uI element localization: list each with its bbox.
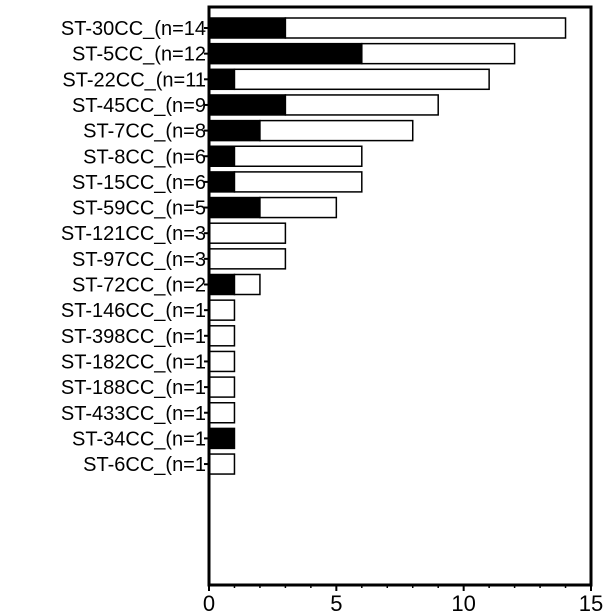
x-tick-label: 10	[451, 591, 475, 616]
category-label: ST-121CC_(n=3	[61, 223, 206, 245]
bar-segment-filled	[208, 145, 236, 167]
bar-segment-filled	[208, 171, 236, 193]
bar-segment-open	[259, 119, 414, 142]
category-label: ST-30CC_(n=14	[61, 18, 206, 40]
x-tick-label: 0	[203, 591, 215, 616]
category-label: ST-146CC_(n=1	[61, 300, 206, 322]
bar-segment-filled	[208, 42, 363, 65]
bar-segment-open	[233, 171, 363, 193]
bar-segment-open	[208, 299, 236, 321]
bar-segment-filled	[208, 17, 287, 39]
category-label: ST-5CC_(n=12	[72, 44, 206, 66]
bar-segment-filled	[208, 196, 261, 219]
bar-segment-open	[259, 196, 338, 219]
x-tick-label: 5	[330, 591, 342, 616]
bar-segment-open	[208, 402, 236, 424]
bar-segment-filled	[208, 68, 236, 91]
bar-segment-open	[233, 145, 363, 167]
category-label: ST-59CC_(n=5	[72, 198, 206, 220]
category-labels: ST-30CC_(n=14 ST-5CC_(n=12 ST-22CC_(n=11 ST…	[61, 18, 206, 476]
bar-segment-open	[233, 68, 490, 91]
bar-segment-open	[233, 273, 261, 296]
category-label: ST-45CC_(n=9	[72, 95, 206, 117]
bar-segment-open	[208, 248, 287, 270]
x-tick-label: 15	[579, 591, 603, 616]
category-label: ST-7CC_(n=8	[83, 121, 206, 143]
category-label: ST-97CC_(n=3	[72, 249, 206, 271]
bar-segment-open	[208, 222, 287, 244]
category-label: ST-398CC_(n=1	[61, 326, 206, 348]
category-label: ST-72CC_(n=2	[72, 275, 206, 297]
bar-segment-open	[284, 17, 567, 39]
bar-segment-open	[208, 453, 236, 475]
bar-segment-open	[284, 94, 439, 116]
bar-segment-filled	[208, 119, 261, 142]
bar-segment-open	[208, 376, 236, 398]
bar-segment-filled	[208, 273, 236, 296]
bar-segment-open	[208, 350, 236, 373]
category-label: ST-182CC_(n=1	[61, 351, 206, 373]
plot-frame	[207, 5, 593, 587]
category-label: ST-188CC_(n=1	[61, 377, 206, 399]
bar-segment-filled	[208, 427, 236, 450]
category-label: ST-15CC_(n=6	[72, 172, 206, 194]
bar-segment-open	[361, 42, 516, 65]
bar-segment-open	[208, 325, 236, 347]
category-label: ST-34CC_(n=1	[72, 428, 206, 450]
category-label: ST-22CC_(n=11	[62, 69, 206, 91]
category-label: ST-433CC_(n=1	[61, 403, 206, 425]
x-axis: 0 5 10 15	[203, 27, 603, 616]
bars-layer	[208, 17, 567, 475]
category-label: ST-8CC_(n=6	[83, 146, 206, 168]
category-label: ST-6CC_(n=1	[83, 454, 206, 476]
bar-segment-filled	[208, 94, 287, 116]
